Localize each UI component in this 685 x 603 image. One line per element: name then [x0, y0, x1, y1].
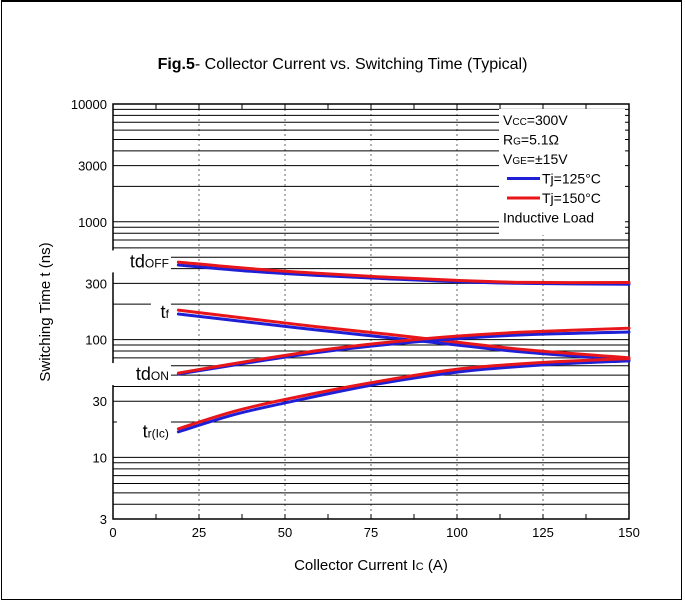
legend-box	[499, 109, 625, 235]
x-tick-label: 25	[192, 525, 206, 540]
x-tick-label: 100	[446, 525, 468, 540]
y-tick-label: 10	[93, 450, 107, 465]
y-tick-label: 10000	[71, 97, 107, 112]
annotation-background	[104, 250, 171, 273]
curve-label-tf: tf	[161, 302, 170, 322]
y-axis-title: Switching Time t (ns)	[37, 242, 54, 381]
y-tick-label: 3	[100, 512, 107, 527]
annotation-background	[104, 363, 171, 386]
curve-label-tdOFF: tdOFF	[130, 251, 169, 271]
legend-entry: Tj=150°C	[542, 190, 601, 206]
legend-condition: VGE=±15V	[503, 151, 568, 167]
series-tf-125C	[176, 312, 631, 362]
x-tick-label: 50	[278, 525, 292, 540]
series-tdON-150C	[176, 326, 631, 375]
y-tick-label: 300	[85, 276, 107, 291]
x-tick-label: 150	[618, 525, 640, 540]
annotation-background	[116, 420, 171, 443]
legend-note: Inductive Load	[503, 210, 594, 226]
x-tick-label: 125	[532, 525, 554, 540]
x-tick-label: 0	[109, 525, 116, 540]
data-series	[176, 260, 631, 434]
curve-label-tr(Ic): tr(Ic)	[143, 421, 169, 441]
x-axis-title: Collector Current IC (A)	[294, 557, 448, 574]
figure-number: Fig.5	[157, 56, 195, 73]
x-tick-label: 75	[364, 525, 378, 540]
y-tick-label: 100	[85, 333, 107, 348]
title-text: - Collector Current vs. Switching Time (…	[194, 56, 528, 73]
series-tdON-125C	[176, 330, 631, 376]
curve-label-tdON: tdON	[136, 364, 169, 384]
y-tick-label: 1000	[78, 215, 107, 230]
legend-condition: VCC=300V	[503, 112, 568, 128]
chart-title: Fig.5- Collector Current vs. Switching T…	[0, 56, 685, 74]
y-tick-label: 30	[93, 394, 107, 409]
series-tdOFF-150C	[176, 260, 631, 285]
legend-condition: RG=5.1Ω	[503, 132, 559, 148]
series-tf-150C	[176, 308, 631, 360]
y-tick-label: 3000	[78, 159, 107, 174]
legend: VCC=300V RG=5.1Ω VGE=±15V Tj=125°C Tj=150°C I…	[499, 109, 625, 235]
series-tr(Ic)-150C	[176, 357, 631, 431]
legend-entry: Tj=125°C	[542, 171, 601, 187]
series-tr(Ic)-125C	[176, 359, 631, 434]
annotation-background	[150, 300, 171, 323]
